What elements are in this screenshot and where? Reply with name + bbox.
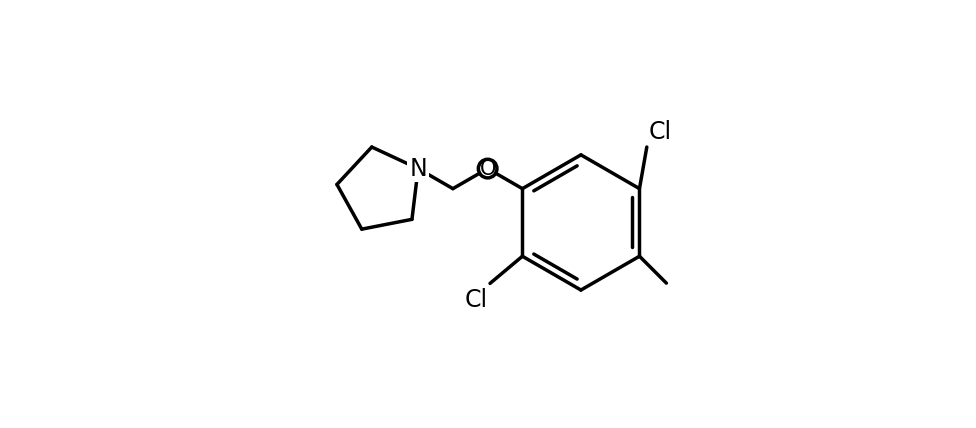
Text: Cl: Cl bbox=[649, 120, 672, 144]
Text: O: O bbox=[479, 159, 496, 178]
Text: N: N bbox=[409, 157, 427, 181]
Text: Cl: Cl bbox=[465, 288, 488, 312]
